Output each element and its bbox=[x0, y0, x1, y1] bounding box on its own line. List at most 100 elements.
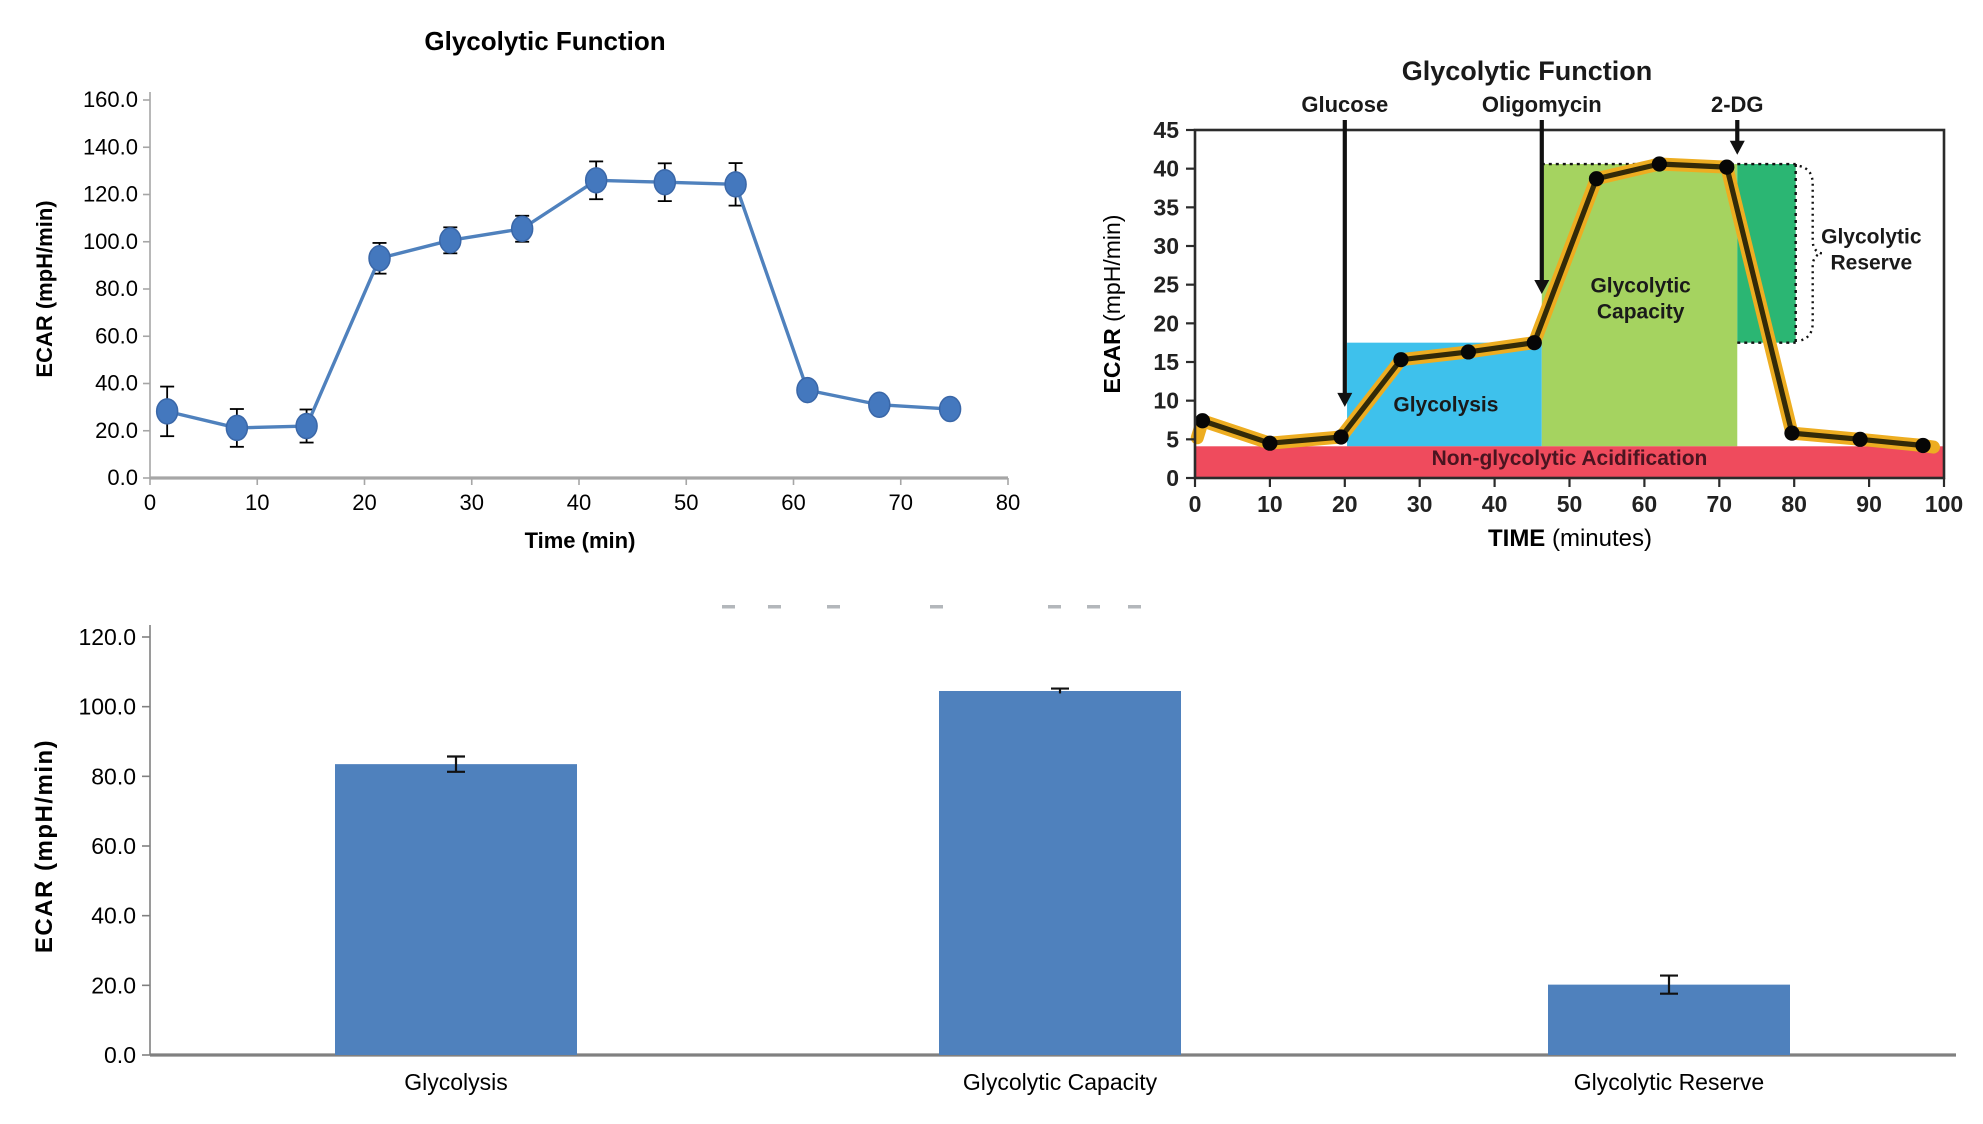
region-label-non-glycolytic-acidification: Non-glycolytic Acidification bbox=[1432, 447, 1708, 470]
data-point bbox=[368, 245, 391, 272]
region-non-glycolytic-acidification bbox=[1195, 446, 1944, 478]
category-label: Glycolysis bbox=[404, 1069, 508, 1095]
region-label-glycolytic-reserve: Reserve bbox=[1830, 252, 1912, 275]
erased-dash bbox=[1087, 605, 1100, 609]
erased-dash bbox=[768, 605, 781, 609]
y-tick-label: 40.0 bbox=[91, 903, 136, 929]
y-tick-label: 40 bbox=[1153, 156, 1179, 182]
x-tick-label: 20 bbox=[352, 490, 376, 515]
x-tick-label: 70 bbox=[889, 490, 913, 515]
category-label: Glycolytic Capacity bbox=[963, 1069, 1158, 1095]
bar-0 bbox=[335, 764, 577, 1055]
curve-line bbox=[1201, 161, 1924, 449]
region-label-glycolytic-capacity: Glycolytic bbox=[1590, 274, 1691, 297]
data-point bbox=[439, 227, 462, 254]
data-point bbox=[938, 395, 962, 423]
reserve-brace bbox=[1799, 164, 1823, 342]
y-tick-label: 140.0 bbox=[83, 134, 138, 159]
curve-point bbox=[1526, 335, 1542, 351]
y-tick-label: 120.0 bbox=[83, 182, 138, 207]
region-label-glycolytic-capacity: Capacity bbox=[1597, 300, 1685, 323]
curve-point bbox=[1194, 413, 1211, 429]
y-tick-label: 100.0 bbox=[83, 229, 138, 254]
y-tick-label: 30 bbox=[1153, 233, 1179, 259]
y-tick-label: 40.0 bbox=[95, 371, 138, 396]
x-tick-label: 80 bbox=[996, 490, 1020, 515]
erased-dash bbox=[1048, 605, 1061, 609]
y-tick-label: 80.0 bbox=[95, 276, 138, 301]
y-tick-label: 100.0 bbox=[78, 694, 136, 720]
x-tick-label: 40 bbox=[1482, 491, 1508, 517]
curve-point bbox=[1588, 171, 1605, 187]
injection-arrowhead bbox=[1337, 392, 1353, 407]
data-point bbox=[584, 167, 608, 194]
x-tick-label: 90 bbox=[1856, 491, 1882, 517]
y-tick-label: 5 bbox=[1166, 426, 1179, 452]
y-tick-label: 20.0 bbox=[91, 972, 136, 998]
x-tick-label: 10 bbox=[245, 490, 269, 515]
erased-dash bbox=[1128, 605, 1141, 609]
x-tick-label: 10 bbox=[1257, 491, 1283, 517]
x-tick-label: 0 bbox=[1189, 491, 1202, 517]
curve-point bbox=[1333, 429, 1349, 445]
y-tick-label: 45 bbox=[1153, 117, 1179, 143]
y-axis-title: ECAR (mpH/min) bbox=[1099, 215, 1125, 394]
x-tick-label: 70 bbox=[1707, 491, 1733, 517]
injection-label: Glucose bbox=[1301, 92, 1388, 117]
curve-point bbox=[1915, 437, 1931, 454]
curve-point bbox=[1719, 159, 1735, 175]
series-line bbox=[166, 178, 951, 430]
line-chart: Glycolytic Function 0.0 20.0 40.0 60.0 80.0 10… bbox=[32, 26, 1020, 553]
y-tick-label: 20 bbox=[1153, 310, 1179, 336]
x-tick-label: 40 bbox=[567, 490, 591, 515]
curve-point bbox=[1393, 352, 1409, 368]
y-tick-label: 0 bbox=[1166, 465, 1179, 491]
y-axis-title: ECAR (mpH/min) bbox=[32, 200, 57, 377]
x-tick-label: 100 bbox=[1925, 491, 1963, 517]
region-label-glycolytic-reserve: Glycolytic bbox=[1821, 226, 1922, 249]
y-tick-label: 35 bbox=[1153, 194, 1179, 220]
injection-arrowhead bbox=[1729, 140, 1745, 155]
data-point bbox=[868, 391, 891, 419]
curve-point bbox=[1651, 156, 1667, 172]
x-tick-label: 30 bbox=[1407, 491, 1433, 517]
y-tick-label: 60.0 bbox=[91, 833, 136, 859]
diagram-title: Glycolytic Function bbox=[1402, 56, 1653, 86]
injection-label: 2-DG bbox=[1711, 92, 1764, 117]
data-point bbox=[724, 171, 747, 198]
glycolysis-diagram: Glycolytic Function Glucose Oligomycin 2-DG… bbox=[1099, 56, 1963, 552]
injection-label: Oligomycin bbox=[1482, 92, 1602, 117]
data-point bbox=[225, 414, 249, 442]
y-tick-label: 20.0 bbox=[95, 418, 138, 443]
y-tick-label: 120.0 bbox=[78, 624, 136, 650]
x-tick-label: 60 bbox=[1632, 491, 1658, 517]
curve-point bbox=[1262, 435, 1278, 451]
erased-dash bbox=[930, 605, 943, 609]
y-tick-label: 0.0 bbox=[107, 465, 138, 490]
data-point bbox=[155, 398, 179, 425]
curve-point bbox=[1784, 425, 1800, 441]
x-tick-label: 0 bbox=[144, 490, 156, 515]
curve-point bbox=[1460, 344, 1476, 360]
data-point bbox=[295, 412, 318, 440]
y-axis-title: ECAR (mpH/min) bbox=[31, 739, 58, 953]
erased-dash bbox=[722, 605, 735, 609]
x-tick-label: 50 bbox=[1557, 491, 1583, 517]
data-point bbox=[796, 376, 819, 404]
y-tick-label: 160.0 bbox=[83, 87, 138, 112]
x-tick-label: 20 bbox=[1332, 491, 1358, 517]
erased-dash bbox=[827, 605, 840, 609]
bar-chart: 0.0 20.0 40.0 60.0 80.0 100.0 120.0 ECAR (mpH/m… bbox=[31, 624, 1956, 1095]
y-tick-label: 10 bbox=[1153, 388, 1179, 414]
injection-arrowhead bbox=[1534, 279, 1550, 294]
x-tick-label: 30 bbox=[460, 490, 484, 515]
data-point bbox=[510, 215, 534, 243]
curve-point bbox=[1852, 431, 1868, 447]
x-tick-label: 80 bbox=[1781, 491, 1807, 517]
x-tick-label: 60 bbox=[781, 490, 805, 515]
y-tick-label: 25 bbox=[1153, 272, 1179, 298]
bar-1 bbox=[939, 690, 1181, 1055]
y-tick-label: 60.0 bbox=[95, 323, 138, 348]
line-chart-title: Glycolytic Function bbox=[424, 26, 665, 56]
